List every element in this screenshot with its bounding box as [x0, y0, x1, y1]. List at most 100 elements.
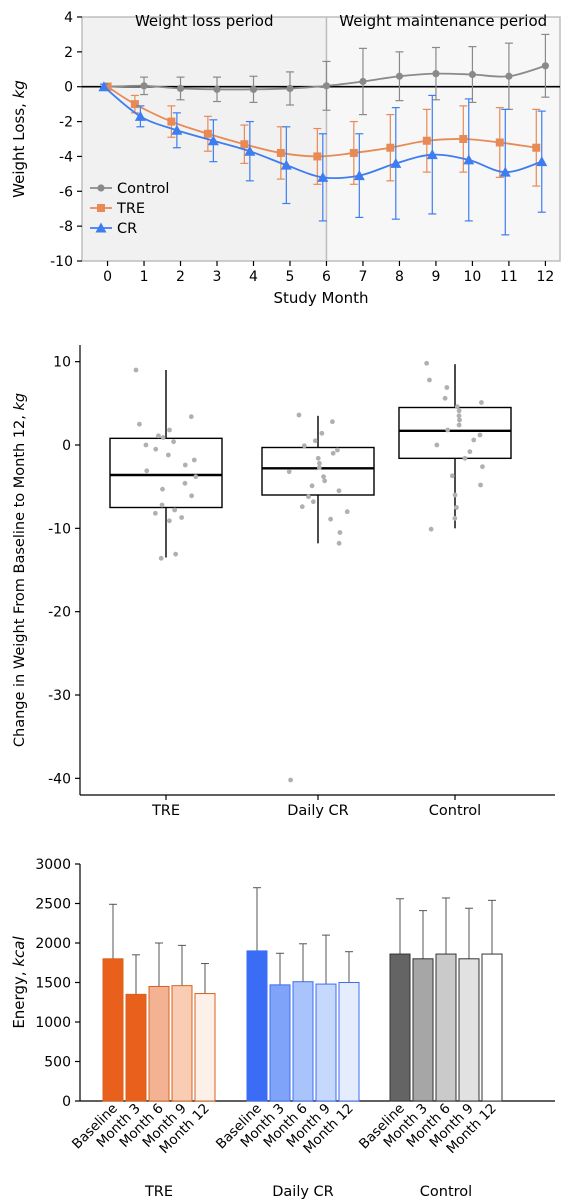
data-point [301, 443, 307, 449]
data-point [349, 148, 358, 157]
data-point [280, 159, 292, 170]
data-point [456, 408, 462, 414]
data-point [299, 504, 305, 510]
data-point [452, 515, 458, 521]
series-cr [98, 81, 548, 236]
y-tick-label: 0 [64, 80, 73, 96]
bar [412, 958, 434, 1102]
data-point [213, 85, 221, 93]
legend-label: Control [117, 181, 169, 197]
y-tick-label: -6 [59, 184, 73, 200]
box-group-daily-cr: Daily CR [261, 412, 375, 819]
x-tick-label: 12 [536, 269, 554, 285]
group-label: TRE [144, 1184, 173, 1200]
weight-change-box-plot: -40 -30 -20 -10 0 10 TRE Daily CR Control Chang… [12, 345, 555, 819]
y-tick-label: 2000 [35, 936, 71, 952]
data-point [182, 462, 188, 468]
interquartile-box [261, 446, 375, 496]
data-point [442, 395, 448, 401]
bar [102, 958, 124, 1102]
y-tick-label: -10 [50, 254, 73, 270]
data-point [159, 502, 165, 508]
data-point [449, 473, 455, 479]
data-point [499, 166, 511, 177]
data-point [276, 148, 285, 157]
data-point [244, 145, 256, 156]
series-control [103, 33, 550, 116]
y-tick-label: 2 [64, 45, 73, 61]
data-point [167, 117, 176, 126]
legend-label: CR [117, 221, 137, 237]
data-point [313, 152, 322, 161]
data-point [166, 518, 172, 524]
legend: Control TRE CR [90, 181, 169, 237]
data-point [462, 455, 468, 461]
legend-marker [97, 204, 105, 212]
data-point [467, 449, 473, 455]
x-tick-label: 1 [140, 269, 149, 285]
interquartile-box [109, 437, 223, 509]
data-point [330, 419, 335, 425]
bar [171, 985, 193, 1102]
x-category-label: TRE [151, 803, 180, 819]
x-tick-label: 0 [103, 269, 112, 285]
x-axis-title: Study Month [273, 289, 368, 307]
line-series [98, 33, 550, 236]
x-tick-label: 7 [359, 269, 368, 285]
bar [269, 984, 291, 1102]
data-point [386, 143, 395, 152]
data-point [188, 414, 194, 420]
y-tick-label: -30 [48, 688, 71, 704]
data-point [134, 110, 146, 121]
x-category-label: Control [429, 803, 481, 819]
x-tick-label: 5 [286, 269, 295, 285]
data-point [541, 62, 550, 70]
data-point [330, 450, 336, 456]
box-groups: TRE Daily CR Control [109, 360, 512, 819]
period-label-weight-loss: Weight loss period [135, 12, 274, 30]
data-point [322, 478, 328, 484]
x-tick-label: 4 [249, 269, 258, 285]
x-tick-label: 3 [213, 269, 222, 285]
box-group-control: Control [398, 360, 512, 819]
data-point [444, 385, 450, 390]
y-tick-label: 4 [64, 10, 73, 26]
data-point [179, 515, 185, 520]
data-point [286, 84, 294, 93]
bar [458, 958, 480, 1102]
data-point [156, 433, 161, 439]
x-tick-label: 2 [176, 269, 185, 285]
data-point [434, 442, 440, 448]
data-point [296, 412, 302, 418]
data-point [480, 464, 485, 470]
data-point [335, 447, 340, 453]
x-tick-label: 9 [431, 269, 440, 285]
y-tick-label: 3000 [35, 857, 71, 873]
group-label: Daily CR [272, 1184, 334, 1200]
data-point [133, 367, 139, 373]
interquartile-box [398, 406, 512, 460]
data-point [445, 427, 451, 433]
period-label-weight-maintenance: Weight maintenance period [339, 12, 547, 30]
data-point [428, 526, 434, 532]
bar [292, 981, 314, 1102]
data-point [319, 430, 325, 436]
data-point [189, 493, 195, 499]
data-point [172, 507, 178, 513]
data-point [312, 438, 318, 444]
data-point [165, 452, 171, 458]
data-point [160, 486, 165, 492]
x-tick-label: 10 [464, 269, 482, 285]
data-point [130, 100, 139, 109]
legend-marker [95, 222, 107, 233]
y-tick-label: 1000 [35, 1015, 71, 1031]
data-point [422, 136, 431, 145]
y-tick-label: -40 [48, 771, 71, 787]
bar [125, 993, 147, 1102]
data-point [471, 437, 477, 443]
y-tick-label: -20 [48, 605, 71, 621]
data-point [353, 170, 365, 181]
data-point [337, 530, 343, 535]
